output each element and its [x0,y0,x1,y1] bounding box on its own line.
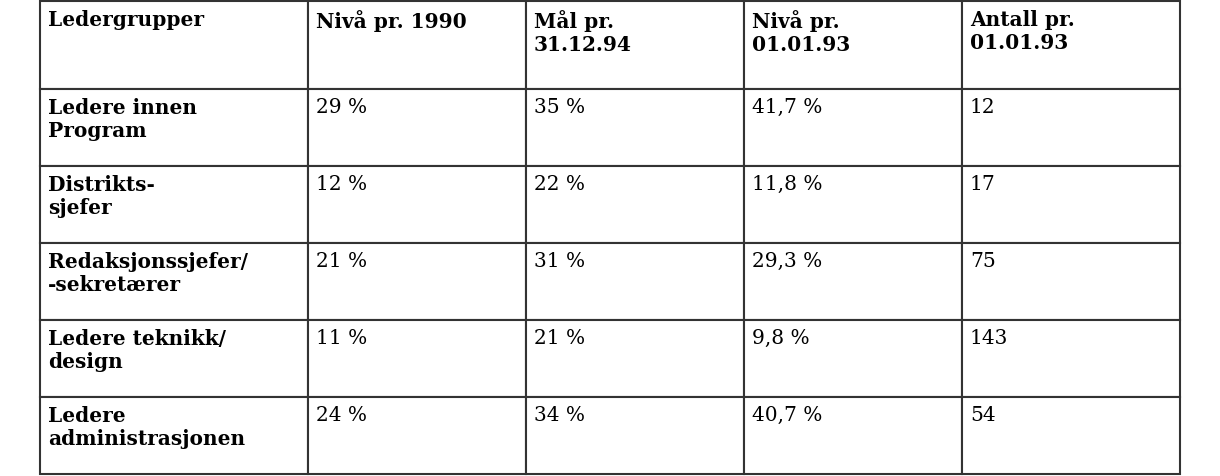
Bar [526,320,744,397]
Text: 29,3 %: 29,3 % [752,251,822,270]
Bar [744,244,963,320]
Text: 29 %: 29 % [316,98,367,117]
Text: 35 %: 35 % [534,98,586,117]
Text: 11 %: 11 % [316,328,367,347]
Text: Distrikts-
sjefer: Distrikts- sjefer [48,175,155,218]
Bar [744,90,963,167]
Bar [526,167,744,244]
Text: 17: 17 [970,175,996,194]
Text: 21 %: 21 % [534,328,586,347]
Bar [744,2,963,90]
Bar [40,2,307,90]
Text: Ledere
administrasjonen: Ledere administrasjonen [48,405,245,448]
Text: 54: 54 [970,405,996,424]
Text: 31 %: 31 % [534,251,586,270]
Bar [307,2,526,90]
Text: 12: 12 [970,98,996,117]
Bar [307,397,526,474]
Bar [307,320,526,397]
Text: 24 %: 24 % [316,405,367,424]
Text: 40,7 %: 40,7 % [752,405,822,424]
Bar [526,90,744,167]
Bar [526,2,744,90]
Text: Antall pr.
01.01.93: Antall pr. 01.01.93 [970,10,1075,53]
Text: 11,8 %: 11,8 % [752,175,822,194]
Bar [40,90,307,167]
Bar [526,244,744,320]
Bar [963,167,1180,244]
Text: Ledergrupper: Ledergrupper [48,10,204,30]
Bar [963,244,1180,320]
Text: Nivå pr. 1990: Nivå pr. 1990 [316,10,467,32]
Bar [744,397,963,474]
Text: 34 %: 34 % [534,405,586,424]
Bar [40,320,307,397]
Text: 12 %: 12 % [316,175,367,194]
Text: 143: 143 [970,328,1009,347]
Bar [307,167,526,244]
Text: 9,8 %: 9,8 % [752,328,810,347]
Bar [744,320,963,397]
Bar [963,90,1180,167]
Text: Redaksjonssjefer/
-sekretærer: Redaksjonssjefer/ -sekretærer [48,251,248,295]
Text: 41,7 %: 41,7 % [752,98,822,117]
Text: Ledere innen
Program: Ledere innen Program [48,98,196,141]
Text: Nivå pr.
01.01.93: Nivå pr. 01.01.93 [752,10,850,55]
Bar [963,2,1180,90]
Bar [307,244,526,320]
Bar [963,397,1180,474]
Text: Ledere teknikk/
design: Ledere teknikk/ design [48,328,226,371]
Bar [963,320,1180,397]
Bar [40,244,307,320]
Text: Mål pr.
31.12.94: Mål pr. 31.12.94 [534,10,632,55]
Bar [307,90,526,167]
Bar [40,167,307,244]
Bar [744,167,963,244]
Text: 21 %: 21 % [316,251,367,270]
Text: 75: 75 [970,251,996,270]
Bar [40,397,307,474]
Text: 22 %: 22 % [534,175,586,194]
Bar [526,397,744,474]
